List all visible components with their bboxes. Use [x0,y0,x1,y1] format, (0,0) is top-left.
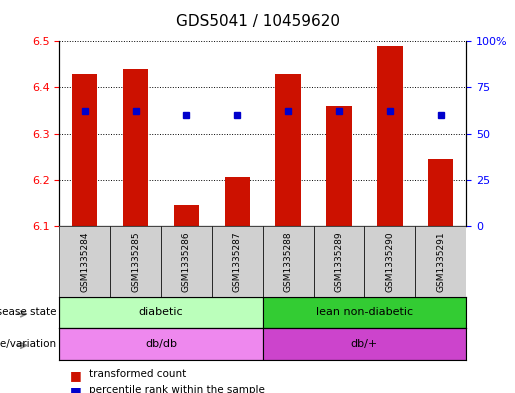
Bar [59,226,110,297]
Bar [364,226,415,297]
Text: diabetic: diabetic [139,307,183,318]
Text: GSM1335284: GSM1335284 [80,231,89,292]
Bar [326,106,352,226]
Text: db/+: db/+ [351,339,378,349]
Text: db/db: db/db [145,339,177,349]
Text: percentile rank within the sample: percentile rank within the sample [89,385,265,393]
Bar [415,226,466,297]
Text: disease state: disease state [0,307,57,318]
Text: GSM1335291: GSM1335291 [436,231,445,292]
Text: ■: ■ [70,385,81,393]
Bar [263,328,466,360]
Text: lean non-diabetic: lean non-diabetic [316,307,413,318]
Bar [59,328,263,360]
Text: GSM1335290: GSM1335290 [385,231,394,292]
Text: ■: ■ [70,369,81,382]
Bar [59,297,263,328]
Text: genotype/variation: genotype/variation [0,339,57,349]
Text: GSM1335286: GSM1335286 [182,231,191,292]
Text: GSM1335285: GSM1335285 [131,231,140,292]
Text: GDS5041 / 10459620: GDS5041 / 10459620 [176,14,339,29]
Bar [428,159,453,226]
Bar [263,226,314,297]
Bar [123,69,148,226]
Bar [314,226,364,297]
Bar [276,73,301,226]
Text: GSM1335289: GSM1335289 [334,231,344,292]
Text: GSM1335287: GSM1335287 [233,231,242,292]
Bar [174,205,199,226]
Text: transformed count: transformed count [89,369,186,379]
Bar [212,226,263,297]
Bar [72,73,97,226]
Bar [377,46,403,226]
Bar [263,297,466,328]
Text: GSM1335288: GSM1335288 [284,231,293,292]
Bar [225,178,250,226]
Bar [161,226,212,297]
Bar [110,226,161,297]
